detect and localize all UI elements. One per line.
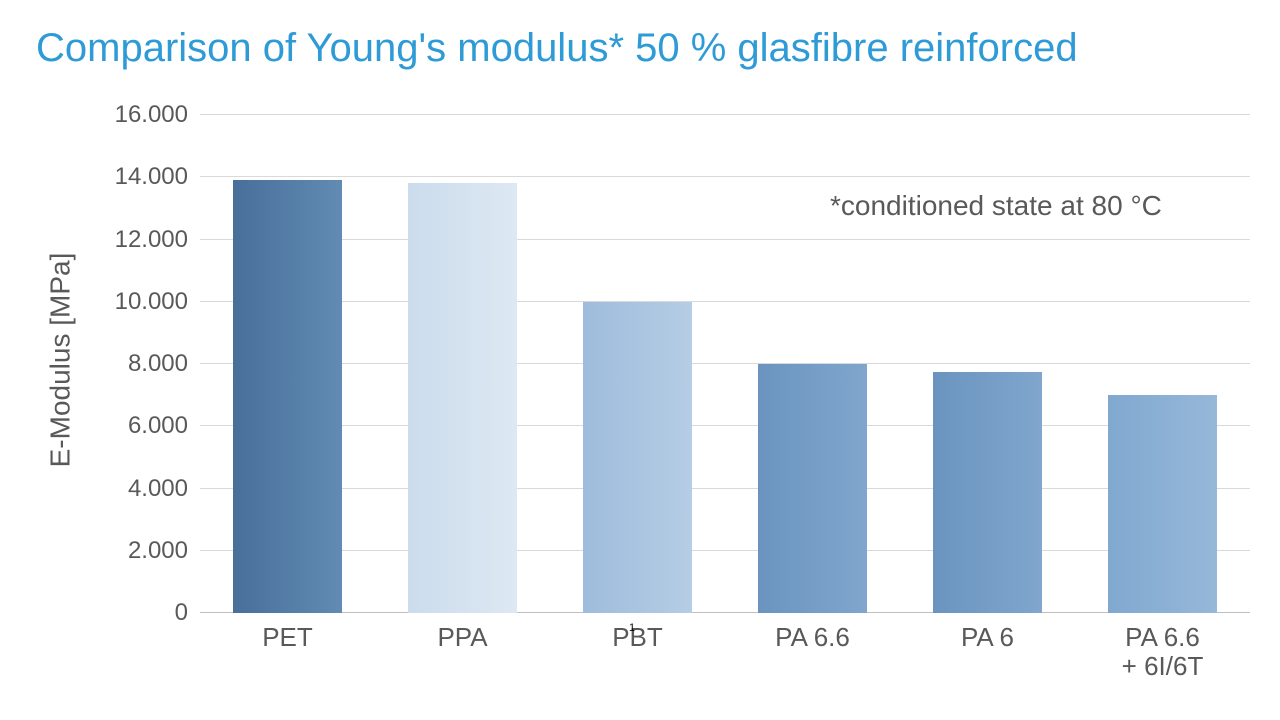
y-tick-label: 6.000	[128, 412, 188, 440]
y-tick-label: 14.000	[115, 163, 188, 191]
gridline	[200, 239, 1250, 240]
slide-title: Comparison of Young's modulus* 50 % glas…	[36, 26, 1078, 71]
gridline	[200, 363, 1250, 364]
x-tick-label: PA 6	[900, 623, 1075, 652]
y-tick-label: 8.000	[128, 350, 188, 378]
y-tick-label: 16.000	[115, 101, 188, 129]
gridline	[200, 488, 1250, 489]
bar	[933, 372, 1042, 613]
x-tick-label: PBT	[550, 623, 725, 652]
x-tick-label: PET	[200, 623, 375, 652]
gridline	[200, 176, 1250, 177]
x-tick-label: PA 6.6	[725, 623, 900, 652]
gridline	[200, 114, 1250, 115]
gridline	[200, 425, 1250, 426]
y-tick-label: 4.000	[128, 475, 188, 503]
gridline	[200, 550, 1250, 551]
y-axis-label: E-Modulus [MPa]	[40, 0, 80, 720]
x-tick-label: PPA	[375, 623, 550, 652]
y-axis-label-text: E-Modulus [MPa]	[44, 253, 76, 468]
bar	[233, 180, 342, 613]
y-tick-label: 12.000	[115, 226, 188, 254]
gridline	[200, 301, 1250, 302]
x-axis-line	[200, 612, 1250, 613]
bar	[583, 302, 692, 613]
bar	[408, 183, 517, 613]
y-tick-label: 0	[175, 599, 188, 627]
bar	[758, 364, 867, 613]
x-tick-label: PA 6.6 + 6I/6T	[1075, 623, 1250, 680]
y-tick-label: 10.000	[115, 288, 188, 316]
bar-chart: 02.0004.0006.0008.00010.00012.00014.0001…	[200, 115, 1250, 613]
y-tick-label: 2.000	[128, 537, 188, 565]
footnote-marker: 1	[629, 622, 635, 634]
bar	[1108, 395, 1217, 613]
plot-area: 02.0004.0006.0008.00010.00012.00014.0001…	[200, 115, 1250, 613]
slide: Comparison of Young's modulus* 50 % glas…	[0, 0, 1280, 720]
